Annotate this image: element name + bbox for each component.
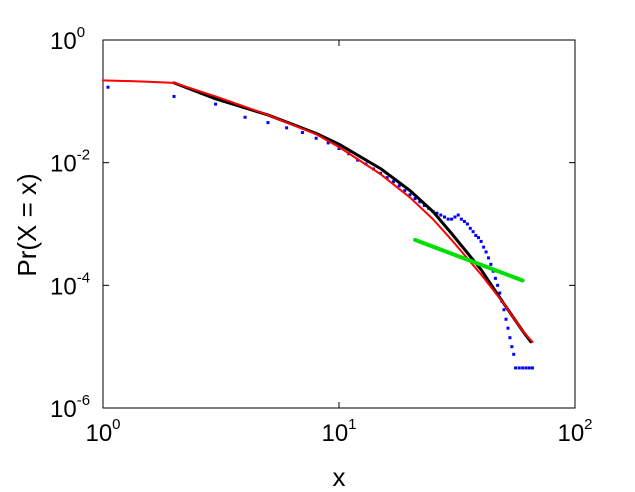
data-point-0-40 xyxy=(482,245,486,249)
data-point-0-53 xyxy=(510,345,514,349)
data-point-0-1 xyxy=(172,94,176,98)
data-point-0-31 xyxy=(456,213,460,217)
data-point-0-58 xyxy=(524,366,528,370)
data-point-0-54 xyxy=(512,352,516,356)
data-point-0-59 xyxy=(527,366,531,370)
data-point-0-38 xyxy=(476,236,480,240)
data-point-0-4 xyxy=(266,121,270,125)
y-tick-label-1: 10-2 xyxy=(50,147,90,178)
data-point-0-45 xyxy=(493,276,497,280)
data-point-0-52 xyxy=(508,336,512,340)
data-point-0-32 xyxy=(459,217,463,221)
data-point-0-25 xyxy=(435,211,439,215)
data-point-0-49 xyxy=(502,308,506,312)
plot-area xyxy=(102,39,576,409)
series-line-2 xyxy=(102,79,534,343)
y-axis-label: Pr(X = x) xyxy=(12,173,42,276)
data-point-0-20 xyxy=(413,197,417,201)
x-tick-label-0: 100 xyxy=(85,416,120,447)
data-point-0-3 xyxy=(243,115,247,119)
data-point-0-37 xyxy=(474,233,478,237)
x-tick-label-1: 101 xyxy=(321,416,356,447)
data-point-0-0 xyxy=(106,85,110,89)
data-point-0-27 xyxy=(443,215,447,219)
data-point-0-42 xyxy=(487,256,490,260)
data-point-0-47 xyxy=(498,291,502,295)
series-layer xyxy=(102,79,534,370)
data-point-0-56 xyxy=(517,366,521,370)
data-point-0-9 xyxy=(337,147,341,151)
data-point-0-17 xyxy=(397,184,401,188)
data-point-0-43 xyxy=(489,262,493,266)
data-point-0-36 xyxy=(471,230,475,234)
data-point-0-60 xyxy=(530,366,534,370)
data-point-0-19 xyxy=(408,193,412,197)
y-tick-label-0: 100 xyxy=(50,24,85,55)
data-point-0-29 xyxy=(450,217,454,221)
data-point-0-28 xyxy=(446,217,450,221)
data-point-0-34 xyxy=(465,222,469,226)
y-tick-label-2: 10-4 xyxy=(50,269,90,300)
data-point-0-21 xyxy=(418,200,422,204)
data-point-0-51 xyxy=(506,326,510,330)
data-point-0-16 xyxy=(391,180,395,184)
data-point-0-7 xyxy=(314,136,318,140)
data-point-0-35 xyxy=(468,226,472,230)
x-tick-label-2: 102 xyxy=(557,416,592,447)
data-point-0-55 xyxy=(514,366,518,370)
data-point-0-5 xyxy=(285,126,289,130)
data-point-0-6 xyxy=(300,131,304,135)
series-line-3 xyxy=(413,237,525,283)
data-point-0-2 xyxy=(214,102,218,106)
data-point-0-15 xyxy=(385,176,389,180)
data-point-0-57 xyxy=(521,366,525,370)
y-tick-label-3: 10-6 xyxy=(50,392,90,423)
data-point-0-50 xyxy=(504,317,508,321)
data-point-0-41 xyxy=(484,250,488,254)
data-point-0-33 xyxy=(462,219,466,223)
data-point-0-26 xyxy=(439,213,443,217)
ticks-layer: 100 101 102 100 10-2 10-4 10-6 xyxy=(50,24,593,447)
data-point-0-39 xyxy=(479,239,483,243)
data-point-0-46 xyxy=(496,283,500,287)
data-point-0-18 xyxy=(403,189,407,193)
data-point-0-30 xyxy=(453,215,457,219)
data-point-0-8 xyxy=(326,141,330,145)
x-axis-label: x xyxy=(333,462,346,492)
